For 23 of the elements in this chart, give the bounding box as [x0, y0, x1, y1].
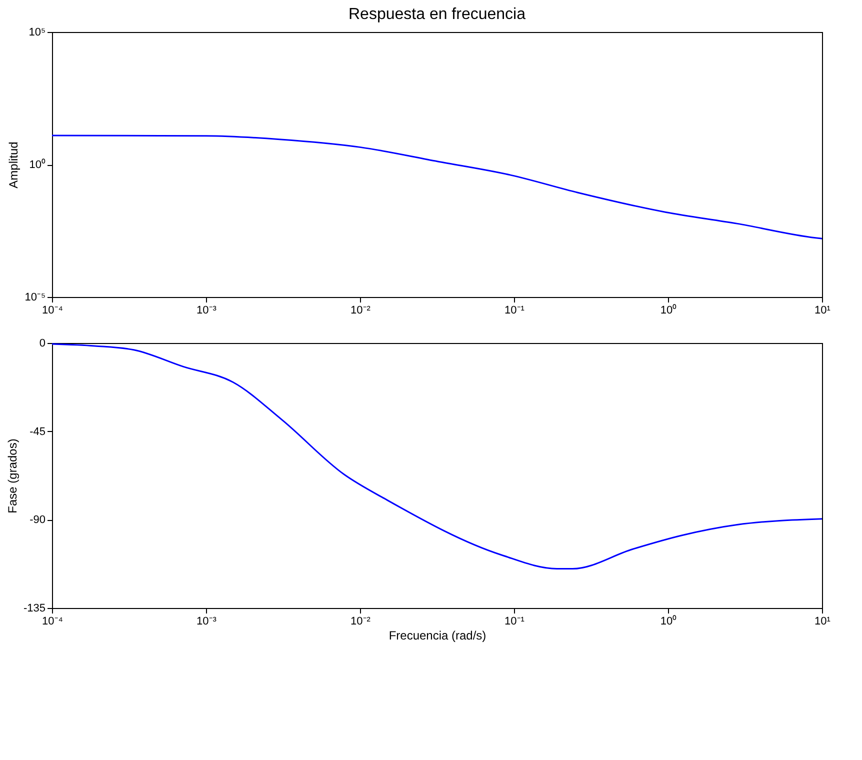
y-tick-label: -45 — [30, 426, 46, 438]
y-tick-label: 10⁻⁵ — [24, 292, 46, 304]
x-tick-label: 10⁻² — [350, 616, 371, 628]
y-tick-label: 10⁵ — [28, 26, 46, 38]
x-tick-label: 10⁻⁴ — [42, 616, 64, 628]
x-tick-label: 10⁻¹ — [504, 616, 525, 628]
x-tick-label: 10⁰ — [660, 304, 677, 316]
x-tick-label: 10⁻³ — [196, 616, 217, 628]
x-tick-label: 10⁻² — [350, 304, 371, 316]
x-tick-label: 10⁻¹ — [504, 304, 525, 316]
y-axis-title: Fase (grados) — [5, 438, 20, 514]
y-tick-label: 0 — [39, 338, 46, 350]
chart-title: Respuesta en frecuencia — [348, 6, 526, 23]
x-tick-label: 10¹ — [814, 304, 831, 316]
x-tick-label: 10⁻³ — [196, 304, 217, 316]
y-tick-label: 10⁰ — [29, 158, 46, 171]
y-axis-title: Amplitud — [6, 142, 21, 188]
y-tick-label: -90 — [30, 514, 46, 526]
y-tick-label: -135 — [23, 602, 46, 614]
x-tick-label: 10⁻⁴ — [42, 304, 64, 316]
x-tick-label: 10⁰ — [660, 614, 677, 628]
x-tick-label: 10¹ — [814, 616, 831, 628]
x-axis-title: Frecuencia (rad/s) — [388, 628, 486, 642]
